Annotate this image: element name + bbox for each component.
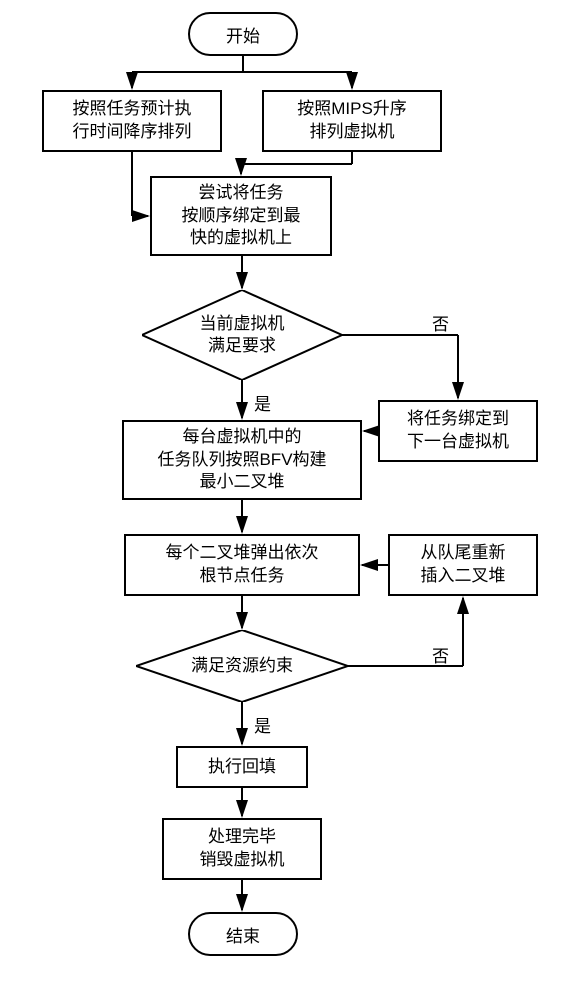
process-sort-tasks: 按照任务预计执 行时间降序排列 [42, 90, 222, 152]
process-pop-root: 每个二叉堆弹出依次 根节点任务 [124, 534, 360, 596]
process-reinsert-label: 从队尾重新 插入二叉堆 [421, 542, 506, 588]
process-bind-fastest-label: 尝试将任务 按顺序绑定到最 快的虚拟机上 [182, 182, 301, 251]
label-res-no: 否 [432, 642, 449, 667]
process-build-heap-label: 每台虚拟机中的 任务队列按照BFV构建 最小二叉堆 [157, 426, 326, 495]
process-sort-vms: 按照MIPS升序 排列虚拟机 [262, 90, 442, 152]
decision-resource-ok-label: 满足资源约束 [191, 656, 293, 675]
process-bind-next: 将任务绑定到 下一台虚拟机 [378, 400, 538, 462]
decision-resource-ok: 满足资源约束 [136, 630, 348, 702]
process-bind-next-label: 将任务绑定到 下一台虚拟机 [407, 408, 509, 454]
process-pop-root-label: 每个二叉堆弹出依次 根节点任务 [166, 542, 319, 588]
process-build-heap: 每台虚拟机中的 任务队列按照BFV构建 最小二叉堆 [122, 420, 362, 500]
start-label: 开始 [226, 22, 260, 47]
process-backfill-label: 执行回填 [208, 756, 276, 779]
label-vm-yes: 是 [254, 390, 271, 415]
process-reinsert: 从队尾重新 插入二叉堆 [388, 534, 538, 596]
decision-vm-ok: 当前虚拟机 满足要求 [142, 290, 342, 380]
process-backfill: 执行回填 [176, 746, 308, 788]
process-destroy-label: 处理完毕 销毁虚拟机 [200, 826, 285, 872]
process-destroy: 处理完毕 销毁虚拟机 [162, 818, 322, 880]
start-terminator: 开始 [188, 12, 298, 56]
process-sort-vms-label: 按照MIPS升序 排列虚拟机 [297, 98, 407, 144]
process-sort-tasks-label: 按照任务预计执 行时间降序排列 [73, 98, 192, 144]
end-label: 结束 [226, 922, 260, 947]
end-terminator: 结束 [188, 912, 298, 956]
decision-vm-ok-label: 当前虚拟机 满足要求 [200, 314, 285, 355]
label-res-yes: 是 [254, 712, 271, 737]
label-vm-no: 否 [432, 310, 449, 335]
process-bind-fastest: 尝试将任务 按顺序绑定到最 快的虚拟机上 [150, 176, 332, 256]
